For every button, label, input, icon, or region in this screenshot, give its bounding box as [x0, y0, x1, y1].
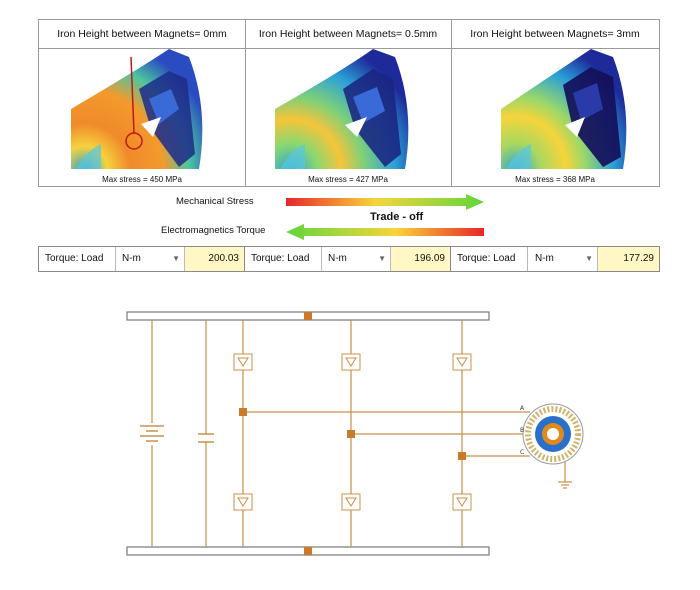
panel-title: Iron Height between Magnets= 0mm [39, 20, 245, 49]
stress-panel-0mm: Iron Height between Magnets= 0mm Max st [39, 20, 246, 186]
node-phase-b [347, 430, 355, 438]
torque-unit-select[interactable]: N-m ▼ [529, 247, 598, 271]
unit-text: N-m [122, 253, 141, 264]
stress-panel-3mm: Iron Height between Magnets= 3mm Max str… [451, 20, 659, 186]
torque-label: Torque: Load [39, 247, 116, 271]
stress-panel-0-5mm: Iron Height between Magnets= 0.5mm Max s… [245, 20, 452, 186]
torque-results-row: Torque: Load N-m ▼ 200.03 Torque: Load N-… [38, 246, 660, 272]
chevron-down-icon: ▼ [172, 254, 180, 263]
torque-label: Torque: Load [245, 247, 322, 271]
chevron-down-icon: ▼ [378, 254, 386, 263]
node-dc-top [304, 312, 312, 320]
torque-value: 196.09 [391, 247, 451, 271]
max-stress-caption: Max stress = 427 MPa [308, 175, 388, 184]
unit-text: N-m [328, 253, 347, 264]
chevron-down-icon: ▼ [585, 254, 593, 263]
capacitor-icon [198, 433, 214, 443]
ground-icon [558, 481, 572, 489]
stress-contour-plot [71, 49, 203, 169]
inverter-circuit-diagram: A B C [126, 311, 584, 556]
trade-off-label: Trade - off [370, 211, 424, 223]
switch-icon-upper-a [233, 353, 253, 371]
panel-title: Iron Height between Magnets= 0.5mm [245, 20, 451, 49]
torque-value: 200.03 [185, 247, 245, 271]
node-dc-bottom [304, 547, 312, 555]
switch-icon-upper-c [452, 353, 472, 371]
motor-icon [522, 403, 584, 465]
switch-icon-lower-b [341, 493, 361, 511]
torque-unit-select[interactable]: N-m ▼ [116, 247, 185, 271]
mechanical-stress-arrow [286, 194, 484, 210]
electromagnetic-torque-arrow [286, 224, 484, 240]
switch-icon-upper-b [341, 353, 361, 371]
torque-value: 177.29 [598, 247, 659, 271]
phase-label-a: A [520, 405, 525, 412]
phase-label-b: B [520, 427, 524, 434]
node-phase-a [239, 408, 247, 416]
stress-contour-plot [501, 49, 627, 169]
panel-title: Iron Height between Magnets= 3mm [451, 20, 659, 49]
max-stress-caption: Max stress = 368 MPa [515, 175, 595, 184]
max-stress-caption: Max stress = 450 MPa [102, 175, 182, 184]
electromagnetics-torque-label: Electromagnetics Torque [161, 225, 266, 236]
unit-text: N-m [535, 253, 554, 264]
phase-label-c: C [520, 449, 524, 456]
torque-label: Torque: Load [451, 247, 528, 271]
stress-comparison-table: Iron Height between Magnets= 0mm Max st [38, 19, 660, 187]
battery-icon [140, 425, 164, 442]
switch-icon-lower-c [452, 493, 472, 511]
stress-contour-plot [275, 49, 409, 169]
switch-icon-lower-a [233, 493, 253, 511]
node-phase-c [458, 452, 466, 460]
mechanical-stress-label: Mechanical Stress [176, 196, 254, 207]
torque-unit-select[interactable]: N-m ▼ [322, 247, 391, 271]
